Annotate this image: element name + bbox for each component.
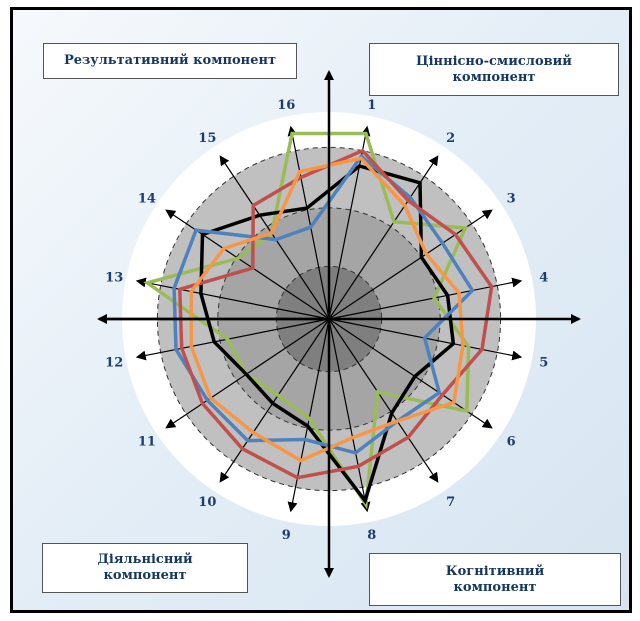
axis-label-2: 2 [446, 131, 455, 146]
axis-label-13: 13 [105, 270, 123, 285]
spoke-7 [328, 318, 439, 483]
series-line-2 [199, 164, 456, 505]
axis-label-12: 12 [105, 356, 123, 371]
spoke-11 [165, 318, 330, 429]
frame: 1 2 3 4 5 6 7 8 9 10 11 12 13 14 15 16 Результативний к… [10, 7, 632, 613]
axis-label-15: 15 [198, 131, 216, 146]
series-line-3 [172, 153, 475, 455]
axis-label-11: 11 [138, 435, 156, 450]
spoke-8 [328, 318, 371, 513]
series-line-5 [189, 156, 465, 463]
axis-label-14: 14 [138, 191, 156, 206]
axis-label-1: 1 [367, 98, 376, 113]
spoke-16 [287, 125, 330, 320]
axis-label-3: 3 [507, 191, 516, 206]
axis-label-16: 16 [277, 98, 295, 113]
spoke-13 [135, 277, 330, 320]
axis-label-6: 6 [507, 435, 516, 450]
spoke-12 [135, 318, 330, 361]
component-box-result: Результативний компонент [43, 43, 297, 79]
component-box-cognitive: Когнітивний компонент [369, 553, 621, 606]
spoke-10 [219, 318, 330, 483]
spoke-4 [328, 277, 523, 320]
axis-label-9: 9 [282, 528, 291, 543]
series-line-4 [178, 148, 494, 480]
axis-label-4: 4 [539, 270, 548, 285]
component-box-value: Ціннісно-смисловий компонент [369, 43, 619, 96]
axis-label-10: 10 [198, 495, 216, 510]
spoke-14 [165, 209, 330, 320]
axis-label-8: 8 [367, 528, 376, 543]
component-box-activity: Діяльнісний компонент [42, 543, 248, 593]
axis-label-5: 5 [539, 356, 548, 371]
axis-label-7: 7 [446, 495, 455, 510]
